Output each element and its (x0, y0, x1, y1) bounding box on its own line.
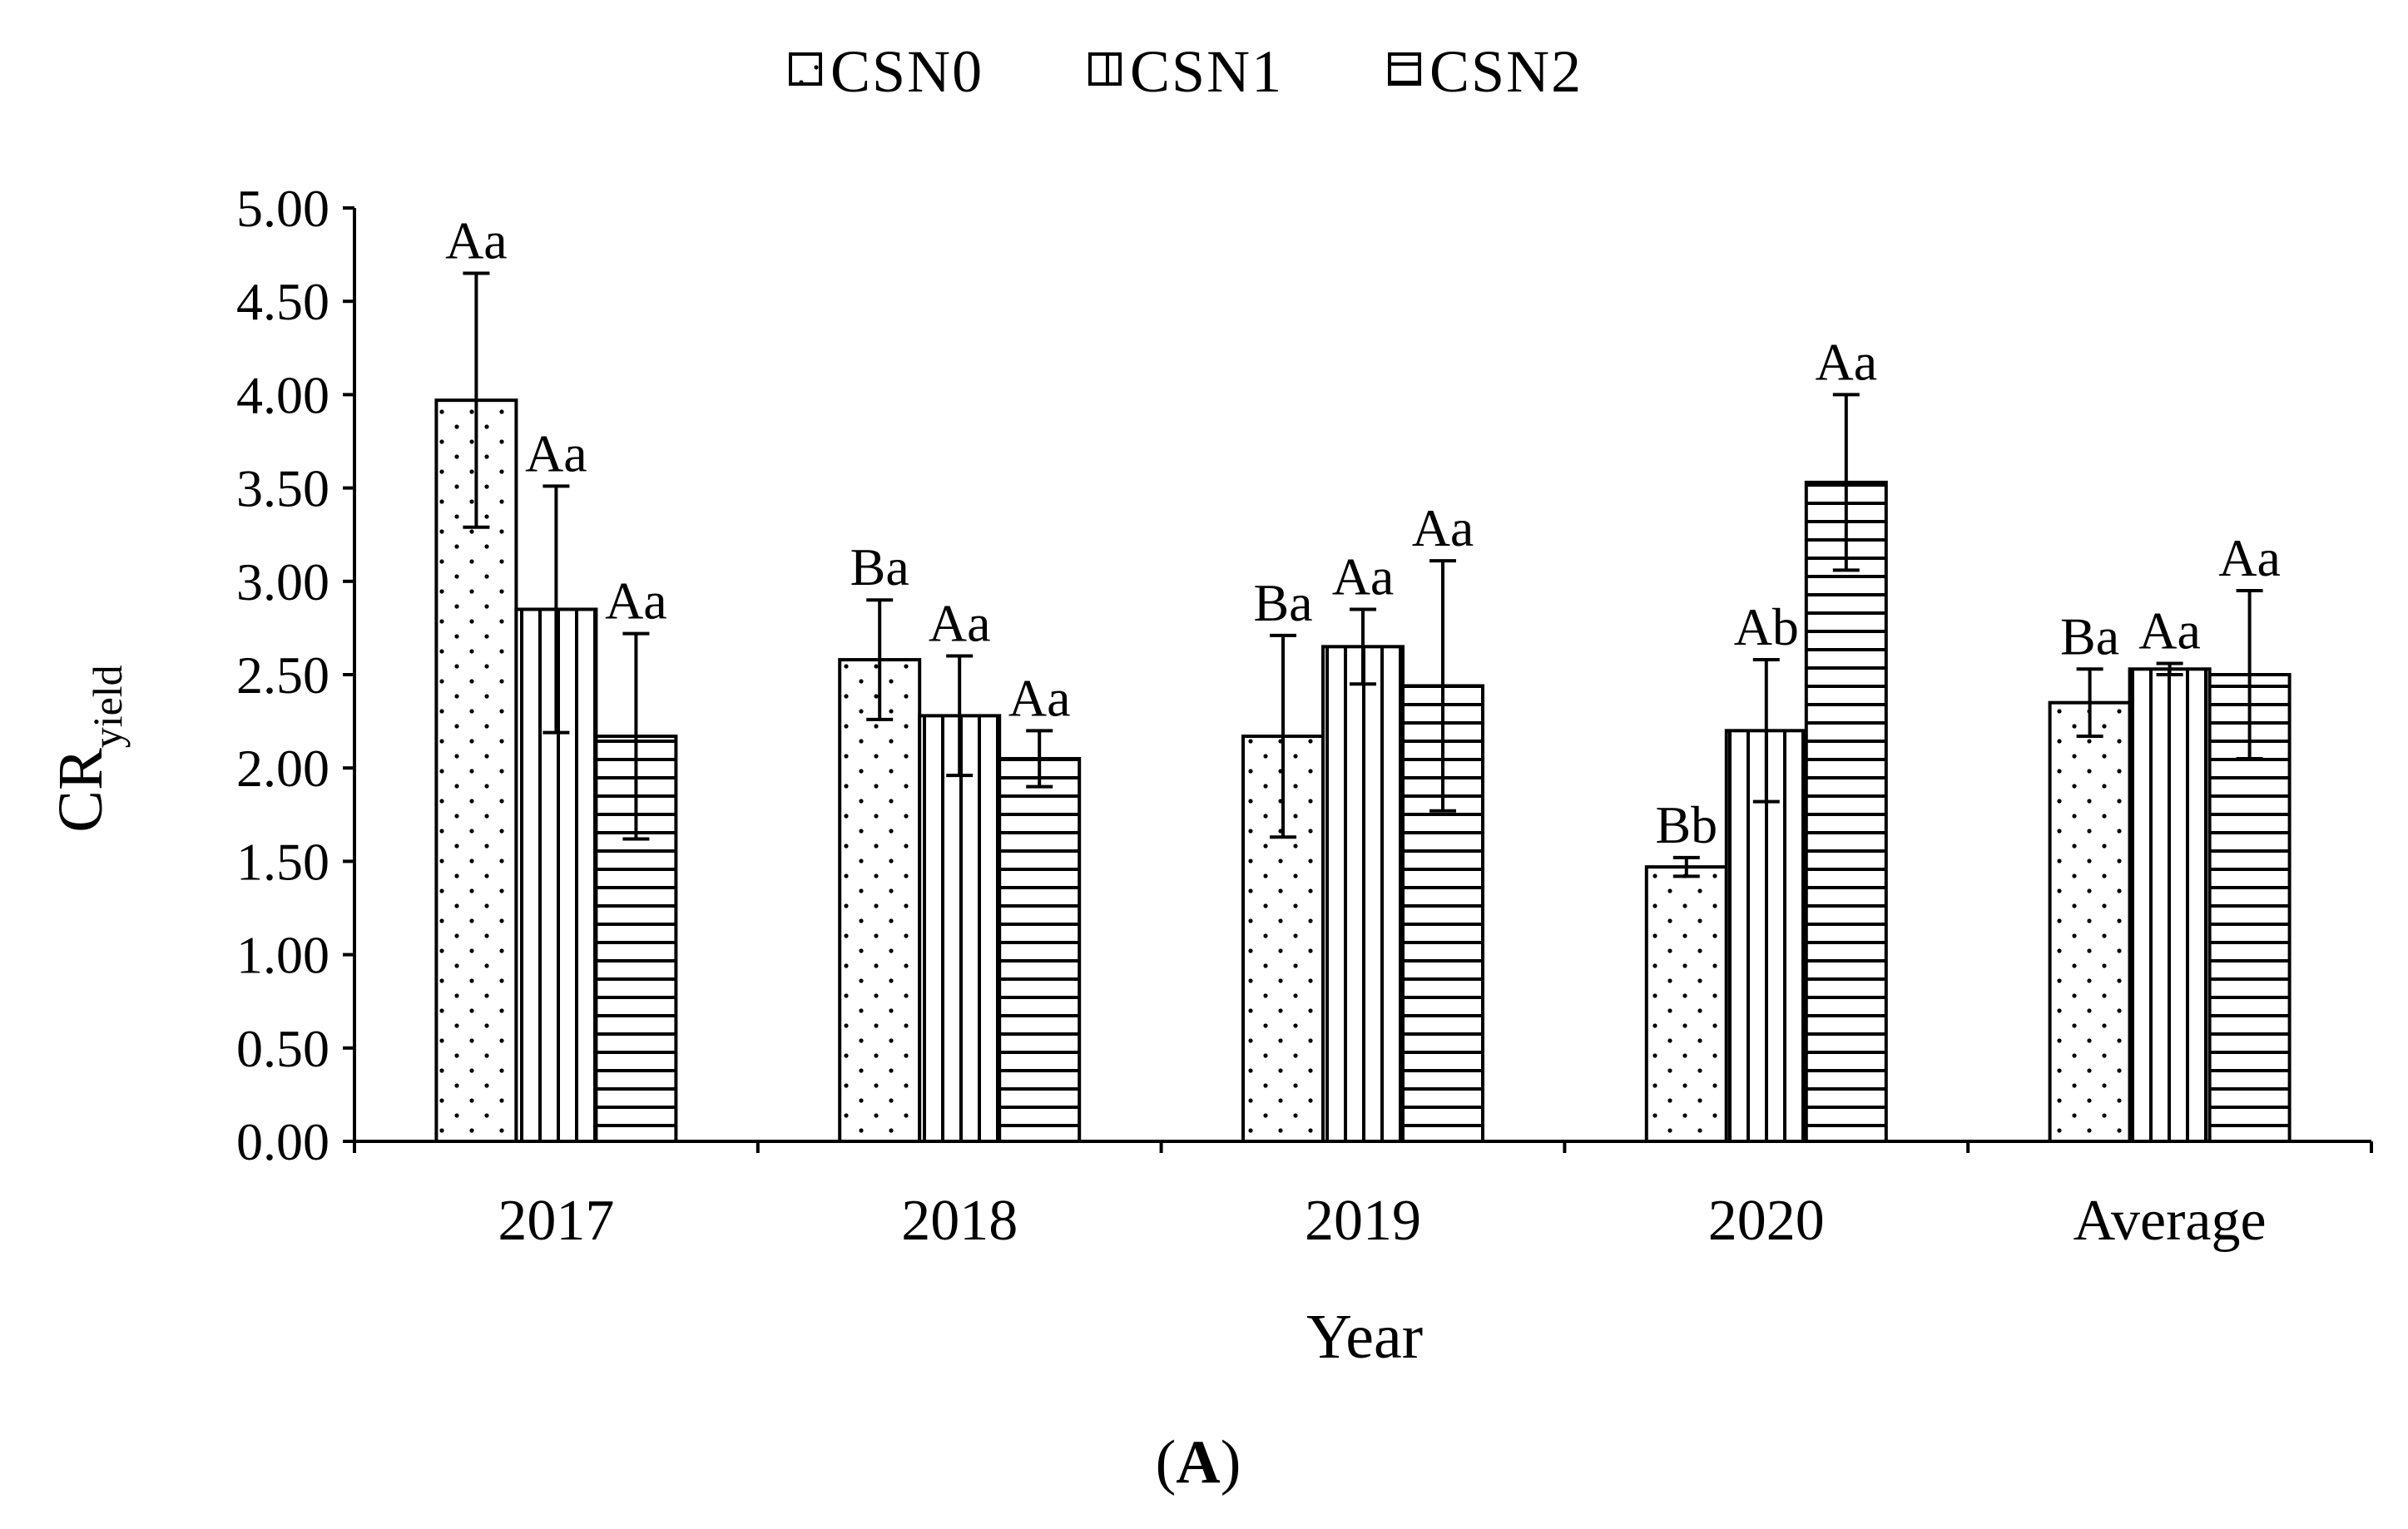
panel-label: (A) (1156, 1428, 1241, 1497)
x-tick-label: 2019 (1305, 1189, 1421, 1253)
significance-label: Aa (2218, 528, 2281, 587)
legend-label-csn1: CSN1 (1130, 38, 1283, 105)
y-tick-label: 0.50 (236, 1019, 329, 1078)
y-tick-label: 3.50 (236, 459, 329, 518)
bar-csn1 (2128, 667, 2212, 1143)
legend-label-csn0: CSN0 (830, 38, 984, 105)
significance-label: Aa (929, 594, 991, 653)
legend: CSN0 CSN1 CSN2 (789, 38, 1583, 105)
panel-label-open: ( (1156, 1428, 1177, 1497)
legend-swatch-csn0 (789, 52, 822, 86)
y-tick-label: 2.00 (236, 739, 329, 798)
y-tick-label: 3.00 (236, 552, 329, 611)
y-tick-label: 4.50 (236, 272, 329, 331)
x-axis-title: Year (1306, 1302, 1423, 1372)
bar-csn0 (2048, 700, 2132, 1143)
significance-label: Aa (1412, 498, 1474, 557)
bar-csn0 (838, 658, 922, 1143)
significance-label: Ba (1253, 573, 1312, 632)
legend-label-csn2: CSN2 (1429, 38, 1583, 105)
x-tick-label: Average (2074, 1189, 2267, 1253)
y-tick-label: 4.00 (236, 365, 329, 424)
x-tick-label: 2017 (498, 1189, 614, 1253)
y-axis-title-sub: yield (84, 665, 131, 748)
y-tick-label: 1.50 (236, 832, 329, 891)
significance-label: Aa (1815, 332, 1877, 391)
significance-label: Aa (1332, 547, 1395, 606)
svg-text:CRyield: CRyield (46, 665, 131, 832)
significance-label: Aa (1008, 668, 1071, 727)
legend-swatch-csn2 (1388, 52, 1421, 86)
legend-swatch-csn1 (1088, 52, 1122, 86)
y-tick-label: 1.00 (236, 926, 329, 985)
y-axis-title: CRyield (46, 665, 131, 832)
plot-area: 0.00 0.50 1.00 1.50 2.00 2.50 3.00 3.50 4.00 4.50… (236, 179, 2373, 1253)
legend-item-csn0[interactable]: CSN0 (789, 38, 984, 105)
significance-label: Bb (1655, 795, 1717, 854)
significance-label: Ba (2060, 606, 2119, 666)
bar-csn2 (1804, 480, 1888, 1143)
x-tick-label: 2020 (1708, 1189, 1825, 1253)
significance-label: Aa (605, 572, 667, 631)
bar-csn0 (1644, 865, 1728, 1143)
legend-item-csn2[interactable]: CSN2 (1388, 38, 1583, 105)
significance-label: Aa (2138, 601, 2201, 661)
x-tick-label: 2018 (901, 1189, 1018, 1253)
y-tick-label: 0.00 (236, 1112, 329, 1171)
y-tick-label: 2.50 (236, 646, 329, 705)
panel-label-close: ) (1221, 1428, 1241, 1497)
significance-label: Aa (525, 423, 587, 482)
significance-label: Ba (850, 537, 909, 596)
significance-label: Aa (445, 211, 508, 270)
y-tick-label: 5.00 (236, 179, 329, 238)
panel-label-letter: A (1176, 1428, 1220, 1497)
bar-csn1 (918, 714, 1002, 1143)
bar-csn1 (1321, 645, 1405, 1143)
y-axis-title-main: CR (46, 748, 116, 833)
bar-csn2 (998, 756, 1082, 1143)
significance-label: Ab (1734, 597, 1799, 656)
legend-item-csn1[interactable]: CSN1 (1088, 38, 1283, 105)
